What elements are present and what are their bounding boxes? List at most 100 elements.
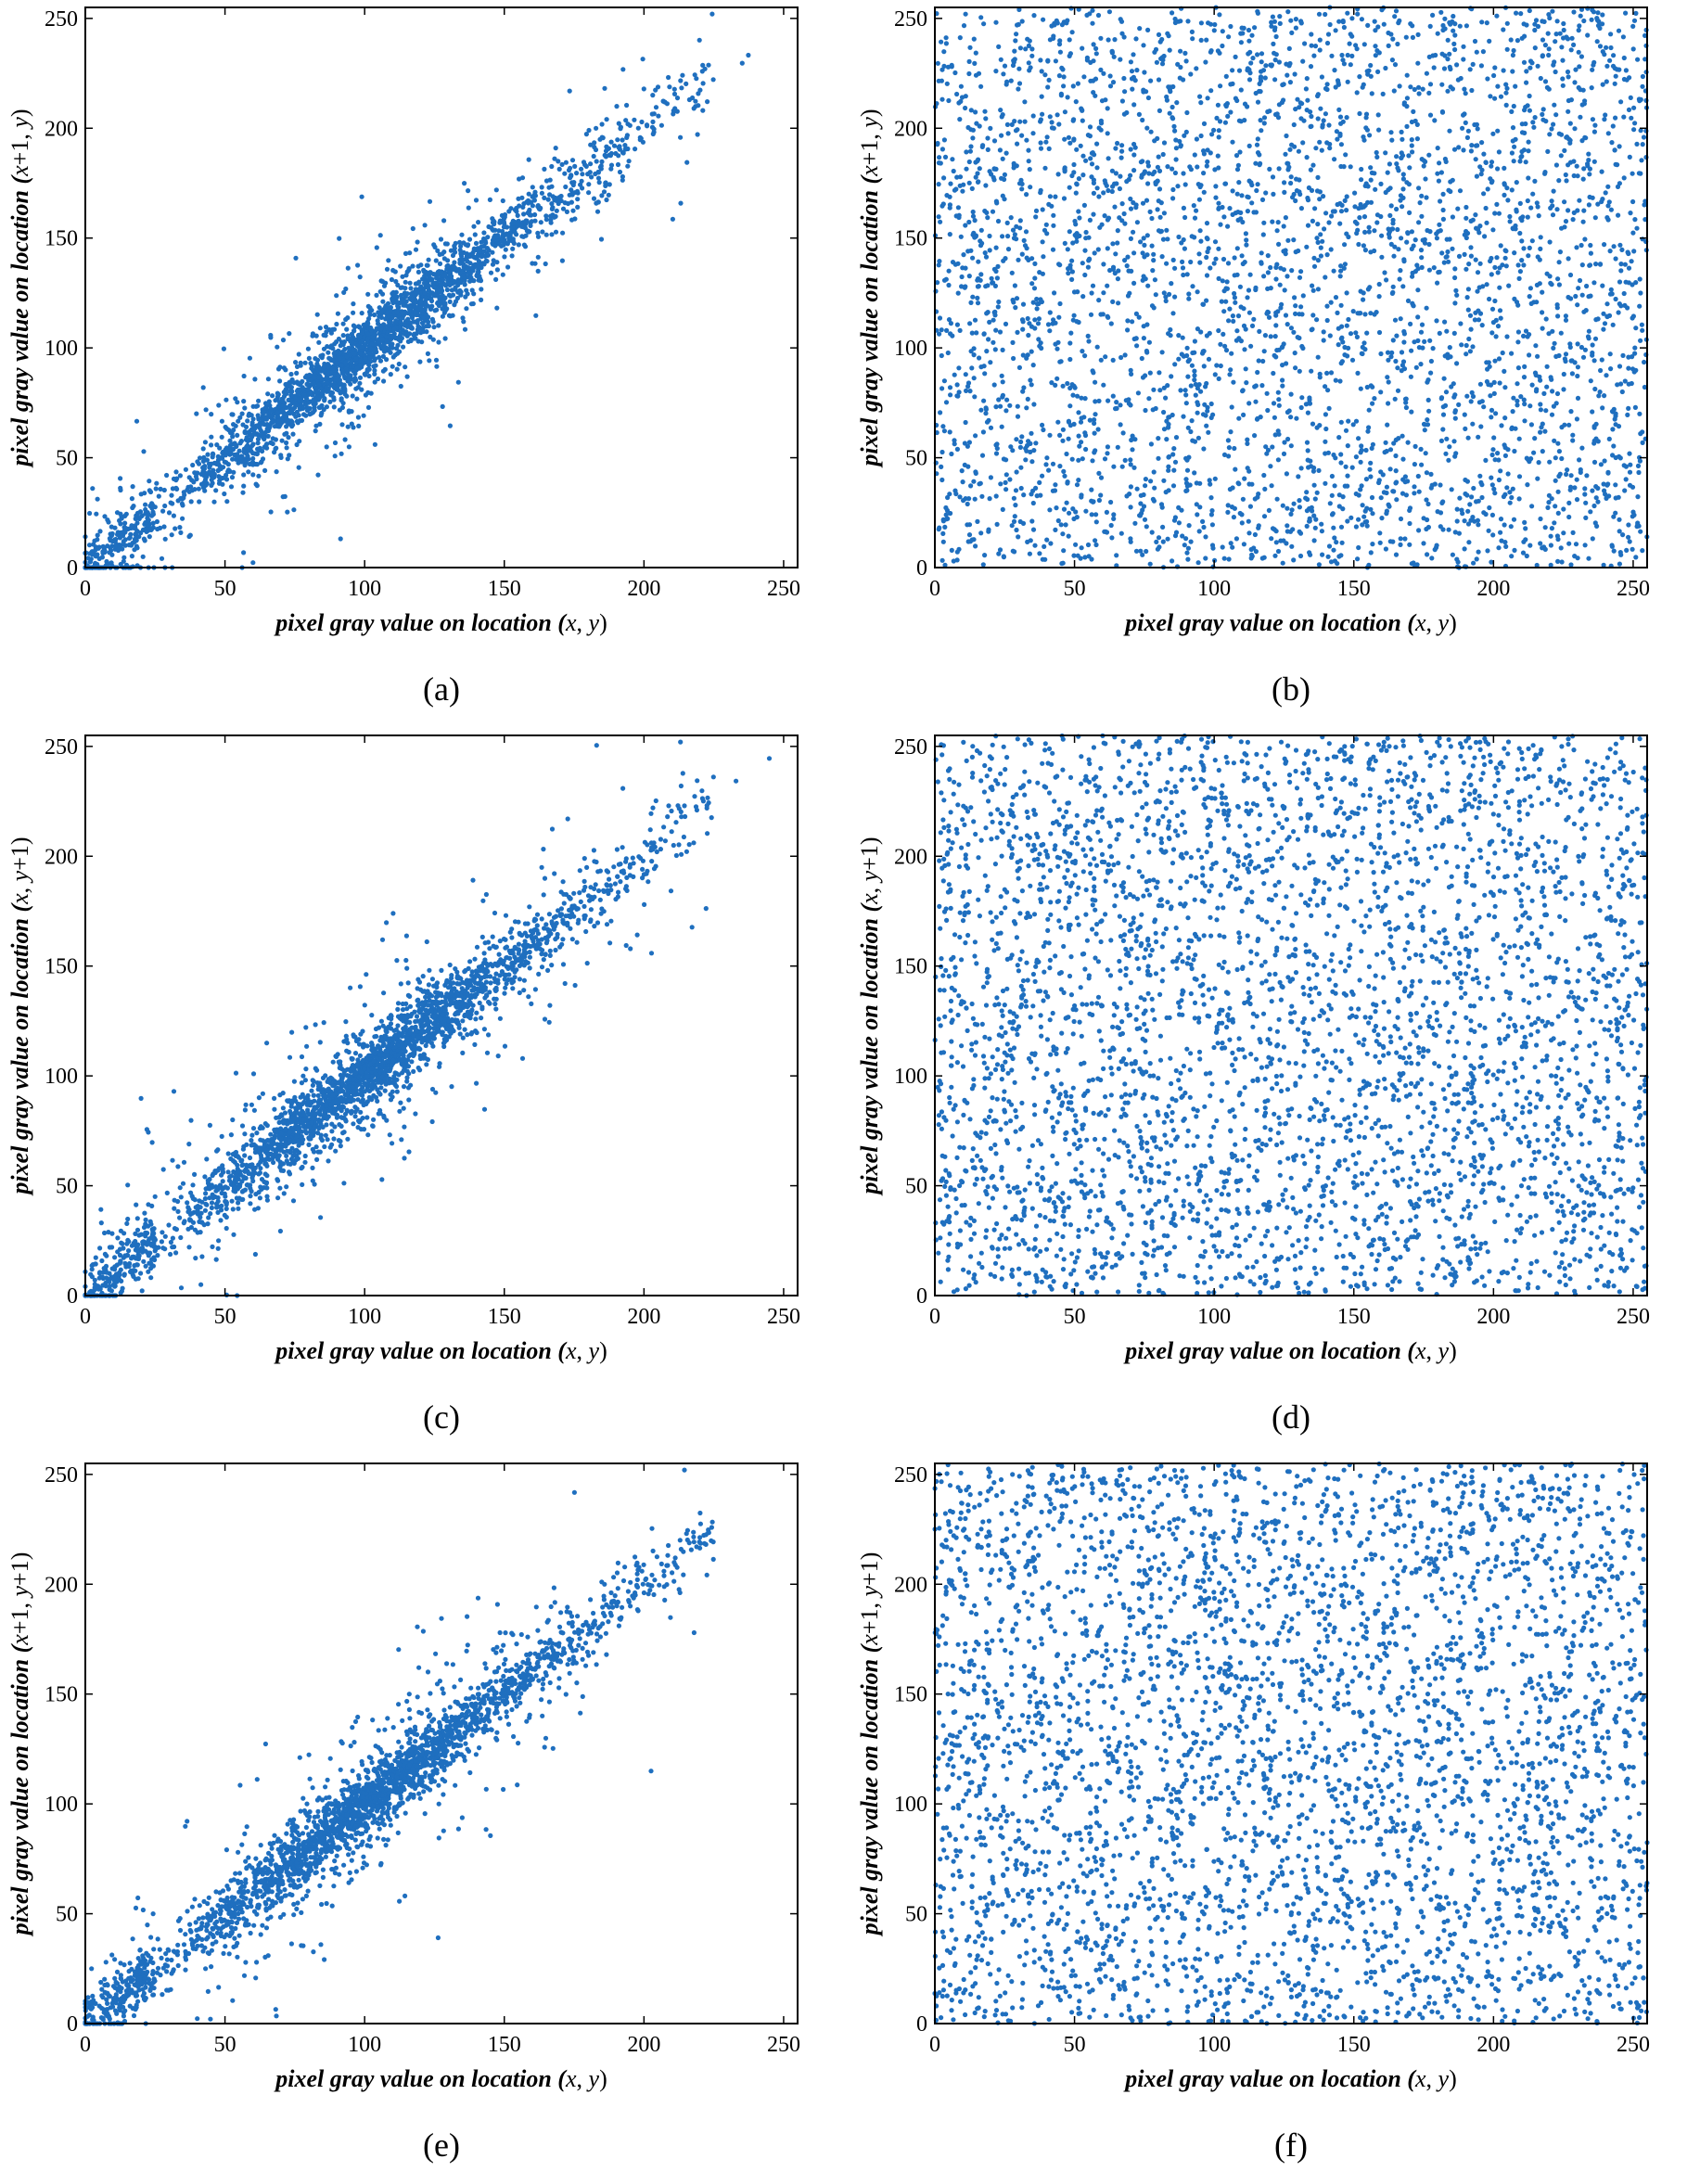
scatter-point	[394, 309, 400, 315]
scatter-point	[1076, 457, 1081, 463]
scatter-point	[981, 364, 987, 369]
scatter-point	[1185, 545, 1191, 551]
scatter-point	[1441, 260, 1447, 265]
scatter-point	[1578, 13, 1583, 19]
scatter-point	[413, 310, 418, 315]
scatter-point	[594, 209, 601, 214]
scatter-point	[1345, 443, 1350, 449]
scatter-point	[313, 428, 318, 434]
scatter-point	[333, 377, 339, 382]
scatter-point	[1588, 293, 1593, 299]
scatter-point	[1503, 543, 1509, 550]
scatter-point	[1516, 436, 1522, 441]
scatter-point	[460, 257, 466, 262]
scatter-point	[622, 147, 628, 152]
scatter-point	[363, 392, 368, 398]
scatter-point	[266, 399, 272, 404]
scatter-point	[490, 249, 495, 255]
scatter-point	[237, 415, 243, 420]
scatter-point	[1164, 261, 1170, 266]
scatter-point	[1626, 265, 1632, 271]
scatter-point	[1098, 67, 1104, 72]
scatter-point	[324, 385, 329, 390]
scatter-point	[293, 396, 299, 402]
scatter-point	[471, 224, 477, 229]
scatter-point	[947, 385, 953, 390]
scatter-point	[1424, 70, 1429, 76]
scatter-point	[1630, 23, 1636, 29]
scatter-point	[1028, 377, 1033, 383]
scatter-point	[109, 548, 114, 554]
scatter-point	[548, 220, 554, 225]
scatter-point	[958, 83, 964, 89]
scatter-point	[1163, 294, 1169, 300]
scatter-point	[1333, 28, 1338, 33]
scatter-point	[227, 438, 233, 443]
scatter-point	[1405, 298, 1412, 303]
scatter-point	[368, 346, 374, 351]
scatter-point	[384, 266, 390, 272]
scatter-point	[152, 504, 158, 510]
scatter-point	[1410, 300, 1415, 306]
scatter-point	[530, 185, 535, 190]
scatter-point	[1024, 192, 1029, 198]
scatter-point	[346, 444, 352, 450]
scatter-point	[1501, 27, 1506, 32]
scatter-point	[265, 377, 271, 382]
scatter-point	[109, 532, 114, 539]
scatter-point	[1156, 32, 1162, 38]
scatter-point	[516, 196, 521, 201]
scatter-point	[1248, 60, 1254, 66]
scatter-point	[1450, 552, 1455, 557]
scatter-point	[410, 263, 415, 269]
scatter-point	[954, 446, 960, 452]
scatter-point	[1469, 87, 1475, 94]
scatter-point	[1285, 436, 1291, 442]
scatter-point	[380, 299, 386, 304]
scatter-point	[97, 529, 103, 534]
scatter-point	[1615, 162, 1620, 168]
scatter-point	[601, 189, 607, 195]
scatter-point	[1487, 296, 1492, 302]
scatter-point	[388, 319, 393, 325]
scatter-point	[342, 437, 348, 442]
scatter-point	[1001, 258, 1006, 263]
scatter-point	[1640, 327, 1645, 333]
scatter-point	[1282, 180, 1287, 185]
scatter-point	[1122, 352, 1128, 358]
scatter-point	[1552, 102, 1557, 108]
scatter-point	[155, 526, 160, 532]
scatter-point	[941, 137, 947, 143]
scatter-point	[415, 269, 421, 275]
scatter-point	[1272, 553, 1278, 558]
scatter-point	[1580, 354, 1587, 360]
scatter-point	[1178, 144, 1183, 149]
scatter-point	[1147, 209, 1153, 214]
scatter-point	[1497, 285, 1502, 290]
scatter-point	[1102, 456, 1108, 462]
scatter-point	[394, 366, 400, 372]
scatter-point	[1546, 492, 1552, 498]
scatter-point	[461, 319, 467, 325]
scatter-point	[1213, 256, 1219, 262]
scatter-point	[245, 418, 250, 424]
scatter-point	[1314, 425, 1320, 430]
scatter-point	[437, 289, 442, 295]
scatter-point	[1148, 441, 1154, 447]
scatter-point	[433, 357, 440, 363]
scatter-point	[1261, 514, 1268, 519]
scatter-point	[963, 105, 968, 111]
scatter-point	[1338, 302, 1344, 308]
scatter-point	[337, 407, 342, 413]
scatter-point	[200, 485, 206, 491]
scatter-point	[999, 133, 1004, 138]
scatter-point	[1331, 268, 1336, 274]
scatter-point	[981, 398, 987, 403]
scatter-point	[410, 225, 415, 232]
scatter-point	[674, 109, 680, 114]
scatter-point	[1610, 427, 1616, 432]
scatter-point	[1576, 27, 1581, 33]
scatter-point	[964, 388, 969, 393]
scatter-point	[1264, 311, 1270, 316]
scatter-point	[1575, 341, 1580, 347]
